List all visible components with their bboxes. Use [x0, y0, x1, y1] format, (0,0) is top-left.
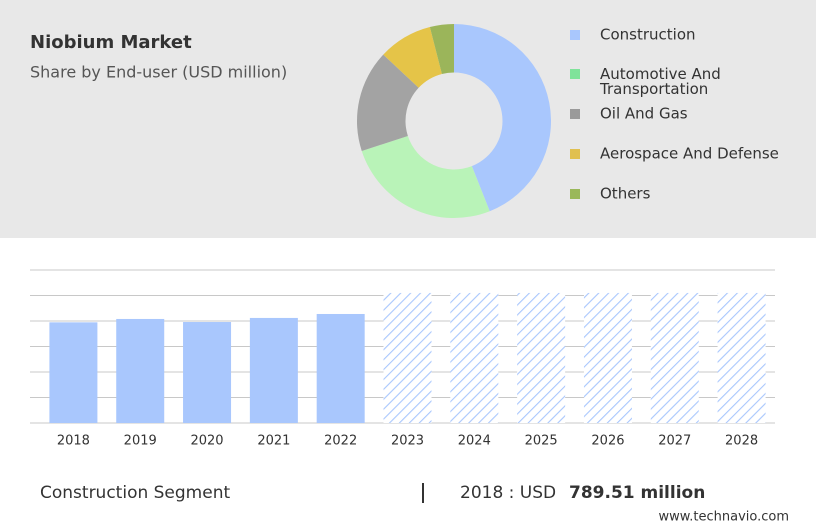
legend: Construction Automotive And Transportation… — [570, 26, 779, 203]
bar — [383, 292, 432, 423]
donut-slice — [383, 27, 442, 88]
bar — [717, 292, 766, 423]
legend-swatch — [570, 109, 580, 119]
donut-slice — [454, 24, 551, 212]
legend-swatch — [570, 149, 580, 159]
chart-subtitle: Share by End-user (USD million) — [30, 63, 287, 82]
legend-swatch — [570, 189, 580, 199]
donut — [357, 24, 551, 218]
x-tick-label: 2022 — [324, 434, 357, 449]
donut-slice — [357, 54, 419, 151]
bar — [116, 318, 165, 423]
bar — [650, 292, 699, 423]
x-tick-label: 2020 — [190, 434, 223, 449]
source: www.technavio.com — [659, 510, 789, 525]
bar — [49, 322, 98, 423]
bar — [183, 322, 232, 423]
x-tick-label: 2024 — [458, 434, 491, 449]
bar — [450, 292, 499, 423]
x-tick-label: 2023 — [391, 434, 424, 449]
legend-swatch — [570, 30, 580, 40]
legend-swatch — [570, 69, 580, 79]
bar — [583, 292, 632, 423]
donut-slice — [429, 24, 454, 75]
x-tick-label: 2019 — [124, 434, 157, 449]
x-tick-label: 2028 — [725, 434, 758, 449]
x-tick-label: 2018 — [57, 434, 90, 449]
legend-label: Aerospace And Defense — [600, 145, 779, 163]
bar-chart: 2018 2019 2020 2021 2022 2023 2024 2025 2026 2027… — [30, 269, 775, 449]
bar — [316, 313, 365, 423]
legend-label: Others — [600, 185, 651, 203]
footer-segment: Construction Segment — [40, 483, 230, 503]
donut-slice — [361, 135, 490, 218]
bar — [517, 292, 566, 423]
footer-label: 2018 : USD — [460, 483, 556, 503]
legend-label: Automotive And Transportation — [599, 65, 721, 98]
footer-value: 789.51 million — [569, 483, 705, 503]
x-tick-label: 2021 — [257, 434, 290, 449]
legend-label: Construction — [600, 26, 696, 44]
x-tick-label: 2025 — [525, 434, 558, 449]
x-tick-label: 2027 — [658, 434, 691, 449]
chart-title: Niobium Market — [30, 32, 192, 53]
bar — [249, 317, 298, 423]
legend-label: Oil And Gas — [600, 105, 688, 123]
x-tick-label: 2026 — [591, 434, 624, 449]
